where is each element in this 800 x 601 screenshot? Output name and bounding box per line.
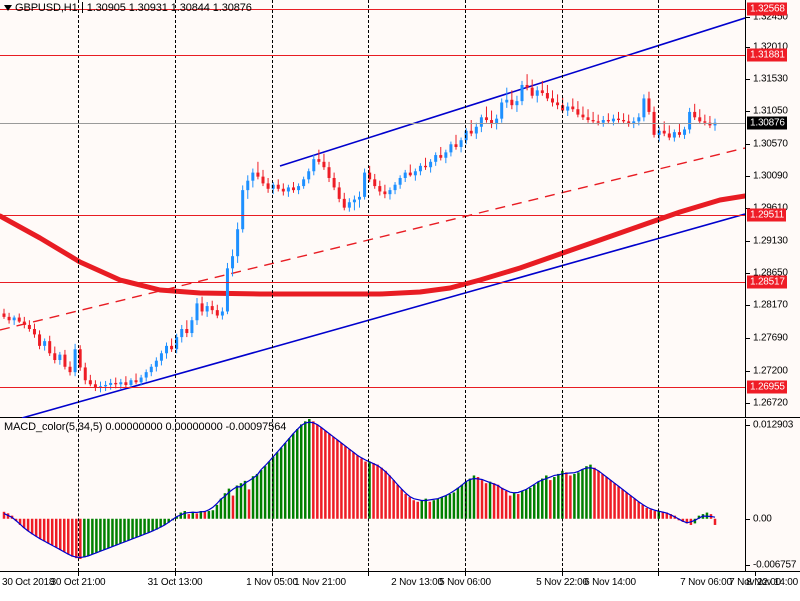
uptrend-channel-lower[interactable] [21, 213, 745, 418]
time-tick-label: 5 Nov 06:00 [439, 577, 491, 588]
macd-tick [746, 565, 750, 566]
price-level-line[interactable] [0, 282, 745, 283]
macd-tick-label: -0.006757 [753, 559, 797, 571]
macd-signal-line[interactable] [3, 421, 716, 559]
price-tick-label: 1.27200 [753, 365, 788, 377]
time-tick [465, 572, 466, 576]
macd-gridline [465, 419, 466, 571]
price-gridline [465, 0, 466, 418]
price-gridline [272, 0, 273, 418]
price-tick [746, 46, 750, 48]
ohlc-values: 1.30905 1.30931 1.30844 1.30876 [86, 2, 252, 14]
time-tick-label: 2 Nov 13:00 [391, 577, 443, 588]
time-tick-label: 31 Oct 13:00 [147, 577, 203, 588]
current-price-tag[interactable]: 1.30876 [747, 116, 787, 130]
time-tick [368, 572, 369, 576]
current-price-line [0, 122, 745, 124]
price-pane: 1.32450 1.32010 1.31530 1.31050 1.30570 1.300… [0, 0, 800, 418]
macd-indicator-label[interactable]: MACD_color(5,34,5) 0.00000000 0.00000000… [4, 421, 287, 433]
time-tick [658, 572, 659, 576]
price-tick [746, 111, 750, 113]
time-tick-label: 7 Nov 06:00 [680, 577, 732, 588]
price-axis[interactable]: 1.32450 1.32010 1.31530 1.31050 1.30570 1.300… [745, 0, 800, 417]
price-tick-label: 1.26720 [753, 397, 788, 409]
time-tick-label: 7 Nov 22:00 [729, 577, 781, 588]
macd-gridline [562, 419, 563, 571]
time-tick-label: 1 Nov 21:00 [294, 577, 346, 588]
header-divider [81, 2, 83, 13]
time-tick-label: 8 Nov 14:00 [746, 577, 798, 588]
price-tick-label: 1.32450 [753, 11, 788, 23]
time-tick-label: 30 Oct 2018 [2, 577, 55, 588]
price-tick-label: 1.30090 [753, 170, 788, 182]
triangle-down-icon[interactable] [4, 5, 12, 12]
time-tick [755, 572, 756, 576]
price-tick-label: 1.31050 [753, 105, 788, 117]
price-tick [746, 370, 750, 372]
price-tick-label: 1.28170 [753, 299, 788, 311]
time-tick [562, 572, 563, 576]
macd-tick-label: 0.012903 [753, 419, 794, 431]
price-level-line[interactable] [0, 215, 745, 216]
price-tick [746, 403, 750, 405]
macd-tick-label: 0.00 [753, 513, 772, 525]
uptrend-channel-upper[interactable] [279, 17, 745, 167]
price-tick-label: 1.28650 [753, 267, 788, 279]
symbol-header[interactable]: GBPUSD,H1 1.30905 1.30931 1.30844 1.30876 [4, 2, 252, 14]
price-tick [746, 240, 750, 242]
price-plot-area[interactable] [0, 0, 745, 418]
symbol-label: GBPUSD,H1 [15, 2, 78, 14]
time-tick-label: 30 Oct 21:00 [50, 577, 106, 588]
price-tick-label: 1.31530 [753, 73, 788, 85]
price-tick [746, 143, 750, 145]
price-tick-label: 1.29610 [753, 203, 788, 214]
price-gridline [658, 0, 659, 418]
price-tick-label: 1.27690 [753, 332, 788, 344]
time-tick [272, 572, 273, 576]
price-level-line[interactable] [0, 8, 745, 10]
macd-gridline [658, 419, 659, 571]
price-tick-label: 1.32010 [753, 41, 788, 53]
price-level-tag[interactable]: 1.31881 [747, 48, 787, 62]
time-tick [175, 572, 176, 576]
price-tick-label: 1.30570 [753, 138, 788, 150]
macd-pane: 0.012903 0.00 -0.006757 [0, 419, 800, 571]
time-axis[interactable]: 30 Oct 2018 30 Oct 21:00 31 Oct 13:00 1 Nov… [0, 571, 800, 601]
price-tick-label: 1.29130 [753, 235, 788, 247]
moving-average-line[interactable] [0, 193, 745, 297]
time-tick-label: 1 Nov 05:00 [246, 577, 298, 588]
price-level-line[interactable] [0, 387, 745, 389]
macd-axis[interactable]: 0.012903 0.00 -0.006757 [745, 419, 800, 571]
resistance-dashed[interactable] [0, 147, 745, 331]
price-gridline [368, 0, 369, 418]
price-gridline [78, 0, 79, 418]
price-level-line[interactable] [0, 55, 745, 57]
price-tick [746, 16, 750, 18]
macd-plot-area[interactable] [0, 419, 745, 571]
candlestick-series[interactable] [2, 74, 717, 393]
macd-histogram[interactable] [2, 419, 717, 559]
price-level-tag[interactable]: 1.29511 [747, 208, 787, 222]
price-tick [746, 337, 750, 339]
price-tick [746, 305, 750, 307]
price-gridline [562, 0, 563, 418]
macd-gridline [78, 419, 79, 571]
macd-gridline [368, 419, 369, 571]
time-tick-label: 6 Nov 14:00 [584, 577, 636, 588]
price-level-tag[interactable]: 1.26955 [747, 380, 787, 394]
price-tick [746, 78, 750, 80]
time-tick-label: 5 Nov 22:00 [536, 577, 588, 588]
time-tick [78, 572, 79, 576]
price-tick [746, 273, 750, 275]
price-tick [746, 175, 750, 177]
macd-gridline [272, 419, 273, 571]
price-gridline [175, 0, 176, 418]
macd-tick [746, 518, 750, 520]
price-level-tag[interactable]: 1.28517 [747, 275, 787, 289]
macd-tick [746, 425, 750, 426]
macd-gridline [175, 419, 176, 571]
price-level-tag[interactable]: 1.32568 [747, 2, 787, 16]
